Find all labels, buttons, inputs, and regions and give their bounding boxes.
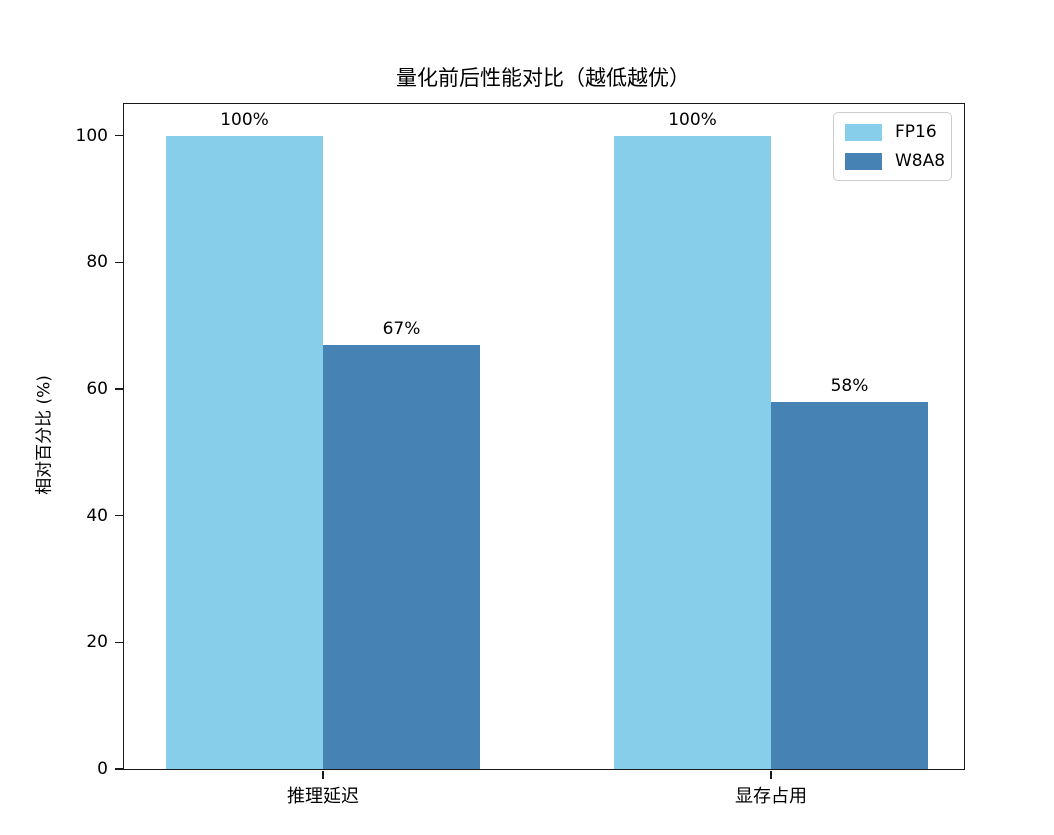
legend: FP16 W8A8	[833, 112, 952, 181]
bar-FP16-显存占用	[614, 135, 771, 769]
x-tick	[322, 770, 324, 779]
legend-label: FP16	[895, 122, 937, 142]
plot-area: 0 20 40 60 80 100 推理延迟 显存占用 100% 100% 67% 58%	[76, 103, 965, 807]
y-tick-label: 0	[97, 759, 108, 779]
bar-value-label: 100%	[668, 109, 717, 130]
y-axis-label: 相对百分比 (%)	[34, 375, 55, 495]
bar-W8A8-推理延迟	[323, 344, 480, 769]
y-tick	[114, 134, 123, 137]
y-tick	[114, 641, 123, 644]
bar-W8A8-显存占用	[771, 401, 928, 769]
bar-value-label: 100%	[220, 109, 269, 130]
legend-entry-FP16: FP16	[845, 122, 940, 142]
legend-entry-W8A8: W8A8	[845, 151, 945, 171]
bar-value-label: 67%	[382, 318, 421, 339]
legend-swatch-FP16	[845, 123, 882, 141]
y-tick-label: 20	[86, 632, 108, 653]
x-tick-label: 推理延迟	[287, 786, 359, 807]
bar-FP16-推理延迟	[166, 135, 323, 769]
legend-label: W8A8	[895, 151, 946, 171]
bar-value-label: 58%	[830, 375, 869, 396]
y-tick	[114, 388, 123, 390]
y-tick-label: 80	[86, 252, 108, 273]
y-tick	[114, 261, 123, 264]
chart-title: 量化前后性能对比（越低越优）	[396, 66, 690, 90]
y-tick-label: 60	[86, 379, 108, 399]
y-tick-label: 100	[75, 125, 108, 146]
x-tick-label: 显存占用	[735, 786, 807, 807]
y-tick	[114, 514, 123, 517]
y-tick-label: 40	[86, 505, 108, 526]
x-tick	[770, 770, 772, 779]
y-tick	[114, 768, 123, 770]
legend-swatch-W8A8	[845, 152, 882, 170]
